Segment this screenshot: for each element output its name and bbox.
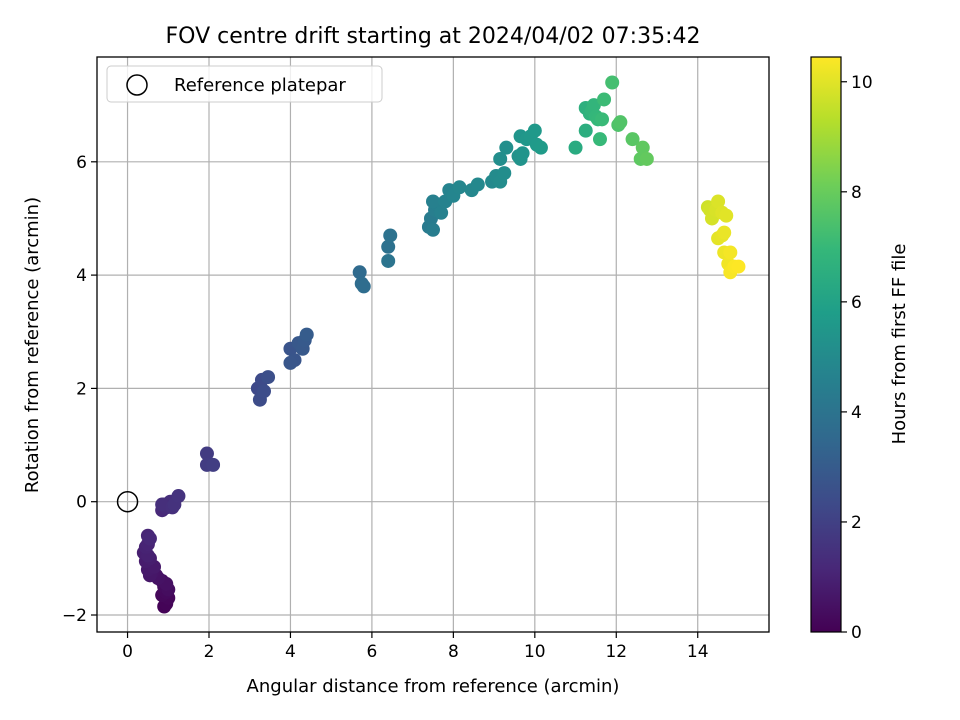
data-point <box>206 457 221 472</box>
x-tick-label: 6 <box>366 642 377 662</box>
data-point <box>499 140 514 155</box>
y-axis-ticks: −2 0 2 4 6 <box>62 153 97 626</box>
colorbar-frame <box>810 56 842 633</box>
x-tick-label: 12 <box>605 642 627 662</box>
grid <box>97 57 769 632</box>
data-point <box>639 151 654 166</box>
data-point <box>578 123 593 138</box>
data-point <box>356 279 371 294</box>
data-point <box>711 194 726 209</box>
data-point <box>613 115 628 130</box>
plot-frame <box>96 56 770 633</box>
data-points <box>136 75 746 614</box>
data-point <box>592 132 607 147</box>
x-tick-label: 10 <box>524 642 546 662</box>
colorbar-tick-label: 4 <box>851 403 862 423</box>
data-point <box>533 140 548 155</box>
data-point <box>515 146 530 161</box>
colorbar-tick-label: 8 <box>851 183 862 203</box>
data-point <box>299 327 314 342</box>
x-tick-label: 0 <box>122 642 133 662</box>
y-tick-label: 0 <box>76 493 87 513</box>
y-tick-label: 2 <box>76 379 87 399</box>
data-point <box>434 205 449 220</box>
data-point <box>383 228 398 243</box>
data-point <box>605 75 620 90</box>
legend-entry-label: Reference platepar <box>174 75 346 96</box>
reference-point <box>116 490 139 513</box>
x-axis-ticks: 0 2 4 6 8 10 12 14 <box>122 632 709 662</box>
data-point <box>723 245 738 260</box>
data-point <box>256 384 271 399</box>
data-point <box>497 166 512 181</box>
data-point <box>283 355 298 370</box>
chart-title: FOV centre drift starting at 2024/04/02 … <box>166 24 701 49</box>
colorbar-tick-label: 10 <box>851 73 873 93</box>
y-tick-label: 6 <box>76 153 87 173</box>
data-point <box>625 132 640 147</box>
data-point <box>261 370 276 385</box>
data-point <box>199 446 214 461</box>
x-tick-label: 4 <box>285 642 296 662</box>
data-point <box>171 489 186 504</box>
data-point <box>493 151 508 166</box>
colorbar-tick-label: 0 <box>851 623 862 643</box>
data-point <box>717 225 732 240</box>
y-tick-label: −2 <box>62 606 87 626</box>
colorbar-tick-label: 2 <box>851 513 862 533</box>
data-point <box>381 253 396 268</box>
data-point <box>568 140 583 155</box>
legend-marker <box>126 74 148 96</box>
data-point <box>595 112 610 127</box>
data-point <box>597 92 612 107</box>
colorbar-ticks: 0 2 4 6 8 10 <box>841 73 873 643</box>
data-point <box>142 531 157 546</box>
x-tick-label: 2 <box>204 642 215 662</box>
legend: Reference platepar <box>106 65 383 103</box>
data-point <box>719 208 734 223</box>
y-tick-label: 4 <box>76 266 87 286</box>
colorbar-label: Hours from first FF file <box>889 244 910 445</box>
data-point <box>426 222 440 237</box>
data-point <box>527 123 542 138</box>
data-point <box>470 177 485 192</box>
data-point <box>635 140 650 155</box>
colorbar: 0 2 4 6 8 10 Hours from first FF file <box>810 56 910 643</box>
data-point <box>586 98 601 113</box>
legend-box <box>106 65 383 103</box>
colorbar-tick-label: 6 <box>851 293 862 313</box>
x-tick-label: 8 <box>448 642 459 662</box>
y-axis-label: Rotation from reference (arcmin) <box>22 197 43 493</box>
x-tick-label: 14 <box>687 642 709 662</box>
reference-marker <box>116 490 139 513</box>
data-point <box>731 259 746 274</box>
x-axis-label: Angular distance from reference (arcmin) <box>247 676 620 697</box>
data-point <box>426 194 440 209</box>
data-point <box>381 239 396 254</box>
data-point <box>352 265 367 280</box>
colorbar-gradient <box>811 57 841 632</box>
data-point <box>452 180 467 195</box>
